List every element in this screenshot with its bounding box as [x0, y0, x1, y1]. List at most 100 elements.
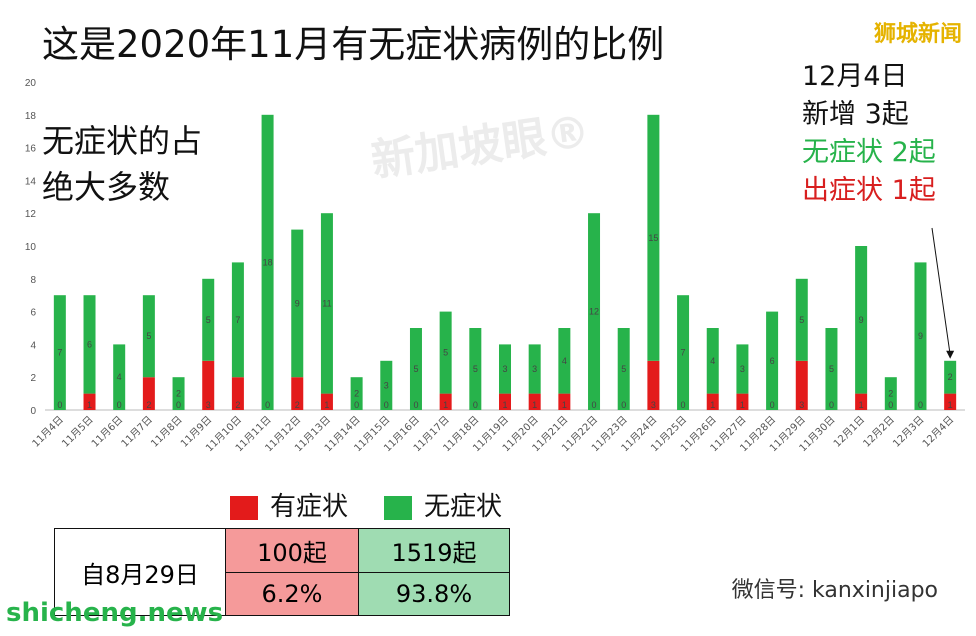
data-label-symptomatic: 1 [532, 400, 537, 410]
legend-swatch-symptomatic [230, 495, 258, 520]
stats-row-label: 自8月29日 [54, 528, 226, 616]
bar-asymptomatic [231, 262, 244, 378]
bar-symptomatic [231, 377, 244, 410]
data-label-symptomatic: 0 [384, 400, 389, 410]
stats-asymptomatic-pct: 93.8% [358, 571, 510, 616]
data-label-symptomatic: 0 [592, 400, 597, 410]
data-label-symptomatic: 3 [206, 400, 211, 410]
bar-symptomatic [944, 393, 957, 410]
x-tick-label: 11月6日 [89, 414, 125, 450]
bar-asymptomatic [706, 328, 719, 394]
legend-label-symptomatic: 有症状 [270, 492, 349, 522]
footer-wechat-id: 微信号: kanxinjiapo [731, 578, 938, 603]
data-label-symptomatic: 0 [621, 400, 626, 410]
data-label-asymptomatic: 9 [859, 315, 864, 325]
data-label-asymptomatic: 5 [206, 315, 211, 325]
data-label-asymptomatic: 3 [532, 364, 537, 374]
y-tick-label: 0 [30, 406, 36, 417]
data-label-asymptomatic: 5 [829, 364, 834, 374]
data-label-asymptomatic: 9 [295, 298, 300, 308]
brand-logo-text: 狮城新闻 [873, 22, 962, 47]
bar-asymptomatic [202, 278, 215, 361]
data-label-symptomatic: 0 [888, 400, 893, 410]
stats-symptomatic-count: 100起 [225, 528, 359, 573]
bar-symptomatic [855, 393, 868, 410]
data-label-symptomatic: 0 [770, 400, 775, 410]
bar-symptomatic [528, 393, 541, 410]
x-tick-label: 11月5日 [60, 414, 96, 450]
bar-symptomatic [83, 393, 96, 410]
data-label-asymptomatic: 5 [146, 331, 151, 341]
chart-legend: 有症状 无症状 [230, 486, 502, 523]
x-tick-label: 12月4日 [920, 414, 956, 450]
summary-note-line-1: 无症状的占 [42, 122, 203, 160]
bar-asymptomatic [409, 328, 422, 410]
bar-asymptomatic [499, 344, 511, 394]
data-label-asymptomatic: 6 [87, 339, 92, 349]
data-label-symptomatic: 0 [354, 400, 359, 410]
data-label-asymptomatic: 11 [322, 298, 331, 308]
bar-symptomatic [202, 360, 215, 410]
legend-label-asymptomatic: 无症状 [424, 492, 503, 522]
x-tick-label: 12月1日 [831, 414, 867, 450]
annotation-arrow [931, 227, 951, 355]
bar-asymptomatic [766, 311, 779, 410]
bar-asymptomatic [795, 278, 808, 361]
data-label-symptomatic: 1 [502, 400, 507, 410]
y-tick-label: 6 [30, 308, 36, 319]
chart-title: 这是2020年11月有无症状病例的比例 [42, 23, 665, 66]
data-label-asymptomatic: 7 [57, 348, 62, 358]
bar-asymptomatic [914, 262, 927, 410]
data-label-symptomatic: 2 [146, 400, 151, 410]
data-label-asymptomatic: 4 [562, 356, 567, 366]
y-tick-label: 12 [25, 209, 37, 220]
bar-asymptomatic [261, 114, 274, 411]
data-label-symptomatic: 1 [562, 400, 567, 410]
bar-asymptomatic [350, 377, 363, 410]
y-tick-label: 8 [30, 275, 36, 286]
stats-symptomatic-pct: 6.2% [225, 571, 359, 616]
data-label-asymptomatic: 18 [263, 257, 273, 267]
bar-asymptomatic [291, 229, 304, 378]
bar-asymptomatic [172, 377, 185, 410]
annotation-symptomatic: 出症状 1起 [802, 175, 936, 206]
bar-asymptomatic [439, 311, 452, 394]
x-tick-label: 11月7日 [119, 414, 155, 450]
bar-asymptomatic [855, 246, 868, 394]
data-label-symptomatic: 2 [235, 400, 240, 410]
data-label-asymptomatic: 12 [589, 307, 599, 317]
data-label-symptomatic: 1 [740, 400, 745, 410]
bar-asymptomatic [617, 328, 630, 410]
data-label-symptomatic: 1 [87, 400, 92, 410]
y-tick-label: 16 [25, 144, 37, 155]
data-label-asymptomatic: 4 [710, 356, 715, 366]
y-tick-label: 14 [25, 176, 37, 187]
data-label-asymptomatic: 2 [354, 389, 359, 399]
x-tick-label: 11月8日 [149, 414, 185, 450]
data-label-asymptomatic: 2 [888, 389, 893, 399]
bar-symptomatic [647, 360, 660, 410]
data-label-asymptomatic: 5 [473, 364, 478, 374]
y-tick-label: 2 [30, 373, 36, 384]
bar-asymptomatic [320, 213, 333, 394]
bar-asymptomatic [558, 328, 571, 394]
data-label-symptomatic: 3 [651, 400, 656, 410]
data-label-asymptomatic: 4 [117, 372, 122, 382]
data-label-symptomatic: 1 [710, 400, 715, 410]
data-label-asymptomatic: 5 [413, 364, 418, 374]
x-tick-label: 11月4日 [30, 414, 66, 450]
bar-asymptomatic [53, 295, 66, 410]
y-tick-label: 4 [30, 340, 36, 351]
bar-symptomatic [499, 393, 511, 410]
data-label-symptomatic: 0 [413, 400, 418, 410]
bar-symptomatic [795, 360, 808, 410]
data-label-asymptomatic: 15 [648, 233, 658, 243]
data-label-asymptomatic: 9 [918, 331, 923, 341]
stacked-bar-chart: 024681012141618200711月4日1611月5日0411月6日25… [25, 78, 965, 454]
data-label-symptomatic: 1 [948, 400, 953, 410]
bar-symptomatic [320, 393, 333, 410]
footer-site: shicheng.news [6, 598, 224, 628]
latest-day-annotation: 12月4日 新增 3起 无症状 2起 出症状 1起 [802, 58, 936, 210]
x-tick-label: 12月3日 [890, 414, 926, 450]
annotation-asymptomatic: 无症状 2起 [802, 137, 936, 168]
